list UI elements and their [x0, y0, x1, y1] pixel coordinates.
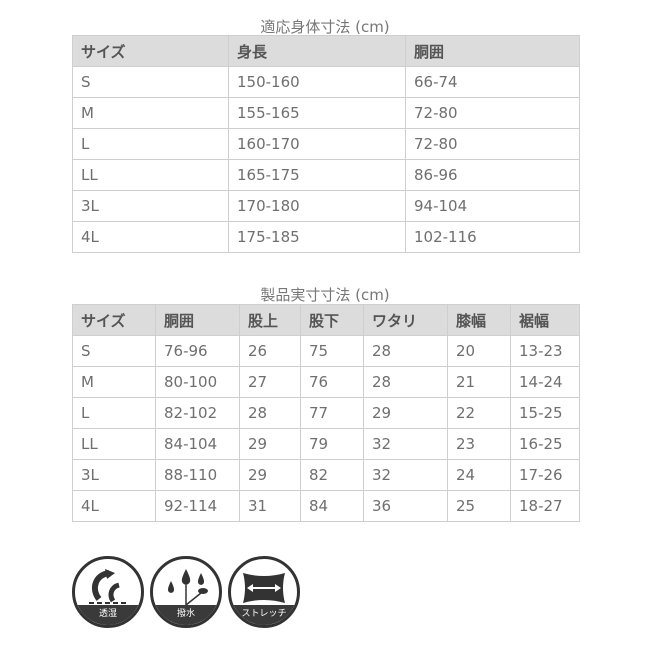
table-cell: 29 [363, 397, 448, 429]
stretch-icon: ストレッチ [228, 556, 300, 628]
table-cell: 155-165 [228, 97, 406, 129]
table-cell: 32 [363, 459, 448, 491]
table-row: 3L 170-180 94-104 [72, 190, 580, 222]
table-cell: 28 [363, 335, 448, 367]
header-row: サイズ 身長 胴囲 [72, 35, 580, 67]
table2-title: 製品実寸寸法 (cm) [260, 286, 390, 304]
column-header: ワタリ [363, 304, 448, 336]
table-cell: 4L [72, 490, 156, 522]
table-cell: 160-170 [228, 128, 406, 160]
table-cell: S [72, 66, 229, 98]
table-cell: M [72, 366, 156, 398]
table-cell: 36 [363, 490, 448, 522]
table-row: 4L 175-185 102-116 [72, 221, 580, 253]
table-cell: 76 [300, 366, 364, 398]
table-row: LL 165-175 86-96 [72, 159, 580, 191]
column-header: 身長 [228, 35, 406, 67]
table-cell: 175-185 [228, 221, 406, 253]
table-cell: 17-26 [510, 459, 580, 491]
table-row: M 155-165 72-80 [72, 97, 580, 129]
table-row: L 160-170 72-80 [72, 128, 580, 160]
table-cell: 4L [72, 221, 229, 253]
table-cell: 13-23 [510, 335, 580, 367]
table-cell: M [72, 97, 229, 129]
table-row: L 82-102 28 77 29 22 15-25 [72, 397, 580, 429]
table-cell: 80-100 [155, 366, 240, 398]
table-cell: 22 [447, 397, 511, 429]
table-cell: 29 [239, 428, 301, 460]
table-cell: 150-160 [228, 66, 406, 98]
table-cell: 15-25 [510, 397, 580, 429]
body-size-table: サイズ 身長 胴囲 S 150-160 66-74 M 155-165 72-80 L 160-17… [72, 35, 580, 253]
table-cell: 29 [239, 459, 301, 491]
table-cell: 94-104 [405, 190, 580, 222]
table-cell: 3L [72, 459, 156, 491]
table-cell: 66-74 [405, 66, 580, 98]
header-row: サイズ 胴囲 股上 股下 ワタリ 膝幅 裾幅 [72, 304, 580, 336]
table-cell: 24 [447, 459, 511, 491]
table-cell: 23 [447, 428, 511, 460]
table-cell: 165-175 [228, 159, 406, 191]
table-cell: 3L [72, 190, 229, 222]
table-row: 3L 88-110 29 82 32 24 17-26 [72, 459, 580, 491]
table-cell: 82 [300, 459, 364, 491]
table-cell: 84 [300, 490, 364, 522]
table-cell: 72-80 [405, 97, 580, 129]
table-cell: 16-25 [510, 428, 580, 460]
table-row: 4L 92-114 31 84 36 25 18-27 [72, 490, 580, 522]
table-cell: 86-96 [405, 159, 580, 191]
table-cell: 14-24 [510, 366, 580, 398]
table-cell: L [72, 128, 229, 160]
table-row: S 150-160 66-74 [72, 66, 580, 98]
table-row: S 76-96 26 75 28 20 13-23 [72, 335, 580, 367]
table-cell: 26 [239, 335, 301, 367]
table-cell: LL [72, 428, 156, 460]
column-header: 裾幅 [510, 304, 580, 336]
table-cell: 20 [447, 335, 511, 367]
table-cell: 31 [239, 490, 301, 522]
table-cell: 79 [300, 428, 364, 460]
table-row: LL 84-104 29 79 32 23 16-25 [72, 428, 580, 460]
column-header: サイズ [72, 35, 229, 67]
table-cell: S [72, 335, 156, 367]
table-cell: 25 [447, 490, 511, 522]
table-cell: 21 [447, 366, 511, 398]
table-cell: 170-180 [228, 190, 406, 222]
column-header: 膝幅 [447, 304, 511, 336]
table-cell: 102-116 [405, 221, 580, 253]
table-cell: 82-102 [155, 397, 240, 429]
table-row: M 80-100 27 76 28 21 14-24 [72, 366, 580, 398]
column-header: サイズ [72, 304, 156, 336]
column-header: 股上 [239, 304, 301, 336]
table-cell: 77 [300, 397, 364, 429]
water-repellent-icon: 撥水 [150, 556, 222, 628]
column-header: 胴囲 [405, 35, 580, 67]
table-cell: 72-80 [405, 128, 580, 160]
feature-icons: 透湿 撥水 ストレッチ [72, 556, 300, 628]
column-header: 股下 [300, 304, 364, 336]
table-cell: 88-110 [155, 459, 240, 491]
table-cell: 75 [300, 335, 364, 367]
table1-title: 適応身体寸法 (cm) [260, 18, 390, 36]
moisture-permeable-icon: 透湿 [72, 556, 144, 628]
table-cell: 18-27 [510, 490, 580, 522]
column-header: 胴囲 [155, 304, 240, 336]
table-cell: 92-114 [155, 490, 240, 522]
product-size-table: サイズ 胴囲 股上 股下 ワタリ 膝幅 裾幅 S 76-96 26 75 28 20 13-23 M 80-1… [72, 304, 580, 522]
table-cell: 32 [363, 428, 448, 460]
table-cell: 84-104 [155, 428, 240, 460]
table-cell: 76-96 [155, 335, 240, 367]
table-cell: L [72, 397, 156, 429]
table-cell: 28 [363, 366, 448, 398]
table-cell: LL [72, 159, 229, 191]
table-cell: 28 [239, 397, 301, 429]
table-cell: 27 [239, 366, 301, 398]
